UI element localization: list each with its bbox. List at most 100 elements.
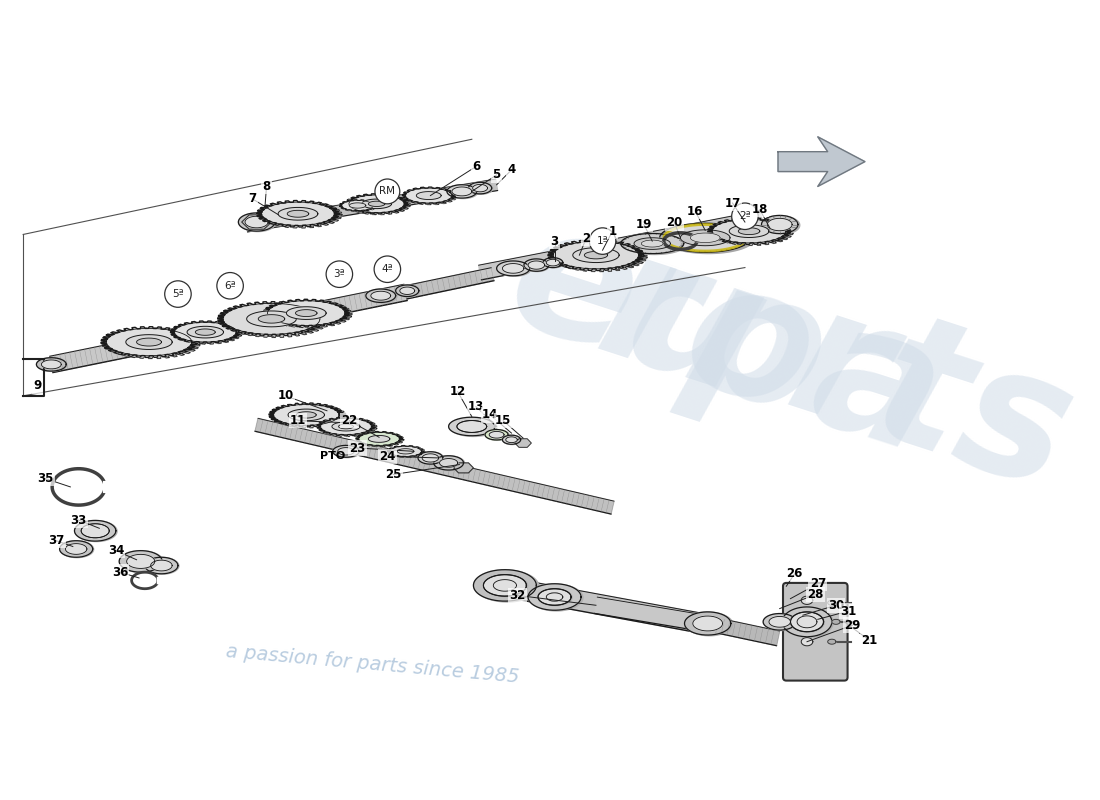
Polygon shape	[663, 224, 754, 254]
Text: 36: 36	[112, 566, 129, 578]
Polygon shape	[483, 574, 527, 596]
Polygon shape	[434, 456, 464, 470]
Polygon shape	[332, 422, 360, 431]
Polygon shape	[397, 449, 414, 454]
Text: 9: 9	[33, 379, 42, 393]
Polygon shape	[778, 137, 865, 186]
Polygon shape	[75, 521, 116, 541]
Text: 5: 5	[493, 168, 500, 182]
Text: 4: 4	[507, 163, 516, 176]
Text: 21: 21	[861, 634, 877, 646]
Polygon shape	[338, 447, 354, 455]
Polygon shape	[121, 551, 164, 573]
Polygon shape	[486, 430, 509, 440]
Polygon shape	[493, 580, 517, 591]
Polygon shape	[478, 210, 763, 280]
Text: 2ª: 2ª	[739, 211, 750, 222]
Text: a passion for parts since 1985: a passion for parts since 1985	[224, 642, 520, 687]
Polygon shape	[440, 458, 458, 467]
Polygon shape	[145, 558, 178, 574]
Polygon shape	[246, 311, 296, 327]
Polygon shape	[783, 607, 833, 638]
Polygon shape	[801, 596, 813, 605]
Polygon shape	[358, 432, 404, 447]
Polygon shape	[832, 619, 840, 624]
Text: rts: rts	[770, 273, 1093, 527]
Polygon shape	[288, 409, 324, 421]
Text: 11: 11	[289, 414, 306, 427]
Polygon shape	[65, 544, 87, 554]
Polygon shape	[339, 424, 353, 429]
Polygon shape	[76, 521, 117, 542]
Polygon shape	[782, 607, 832, 637]
Polygon shape	[448, 185, 477, 198]
Text: 25: 25	[385, 468, 402, 481]
Polygon shape	[547, 259, 560, 266]
Polygon shape	[345, 194, 408, 214]
Polygon shape	[240, 214, 276, 231]
Polygon shape	[419, 452, 443, 465]
Circle shape	[590, 228, 616, 254]
Polygon shape	[348, 194, 410, 214]
Polygon shape	[453, 463, 473, 473]
Text: 27: 27	[810, 578, 826, 590]
Polygon shape	[528, 261, 544, 270]
Text: 23: 23	[350, 442, 365, 454]
Polygon shape	[449, 418, 495, 436]
Text: 16: 16	[688, 205, 704, 218]
Polygon shape	[700, 618, 716, 630]
Polygon shape	[551, 241, 647, 272]
Polygon shape	[366, 289, 396, 302]
Polygon shape	[362, 199, 392, 209]
Polygon shape	[711, 617, 780, 646]
Polygon shape	[356, 431, 403, 446]
Polygon shape	[476, 570, 539, 602]
Polygon shape	[548, 593, 561, 601]
Circle shape	[374, 256, 400, 282]
Polygon shape	[707, 218, 791, 244]
Polygon shape	[286, 306, 326, 319]
Polygon shape	[196, 329, 216, 335]
Polygon shape	[350, 203, 366, 208]
Polygon shape	[543, 258, 563, 267]
Polygon shape	[341, 200, 377, 212]
Circle shape	[326, 261, 353, 287]
Polygon shape	[634, 238, 670, 250]
Text: 37: 37	[48, 534, 65, 547]
Polygon shape	[367, 290, 397, 303]
Polygon shape	[258, 314, 285, 323]
Text: 35: 35	[37, 472, 54, 485]
Polygon shape	[473, 570, 537, 601]
Polygon shape	[691, 233, 720, 242]
Polygon shape	[503, 263, 524, 274]
Polygon shape	[245, 179, 497, 232]
Polygon shape	[126, 554, 155, 569]
Text: 7: 7	[249, 192, 256, 206]
Text: RM: RM	[379, 186, 395, 197]
Polygon shape	[620, 234, 684, 254]
Text: 3: 3	[550, 234, 559, 247]
Polygon shape	[548, 240, 643, 270]
Polygon shape	[440, 458, 458, 467]
Polygon shape	[119, 550, 162, 572]
Text: 33: 33	[70, 514, 87, 526]
Polygon shape	[340, 200, 376, 211]
Text: 32: 32	[509, 589, 526, 602]
Polygon shape	[485, 430, 508, 440]
Text: 1: 1	[608, 225, 617, 238]
Text: 3ª: 3ª	[333, 269, 345, 279]
Polygon shape	[59, 541, 92, 558]
Polygon shape	[296, 412, 316, 418]
Polygon shape	[368, 435, 389, 442]
Polygon shape	[399, 287, 415, 294]
Polygon shape	[524, 259, 549, 271]
Text: 6ª: 6ª	[224, 281, 235, 290]
Polygon shape	[422, 454, 439, 462]
Text: 5ª: 5ª	[172, 289, 184, 299]
Polygon shape	[761, 215, 798, 234]
Polygon shape	[187, 326, 223, 338]
Polygon shape	[151, 560, 173, 571]
Polygon shape	[287, 210, 309, 218]
Text: 34: 34	[108, 544, 124, 557]
Polygon shape	[270, 403, 343, 427]
